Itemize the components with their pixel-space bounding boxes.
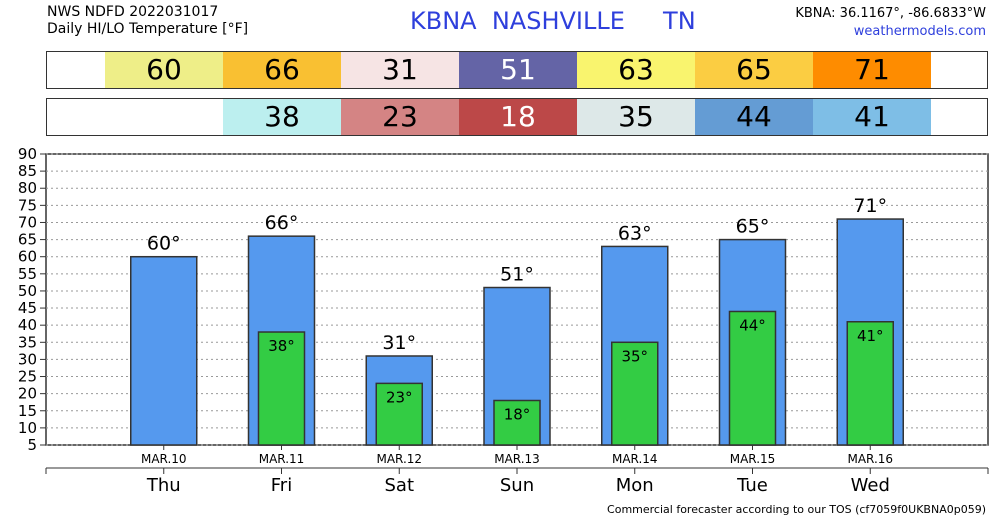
low-temp-cell: 18 (459, 99, 577, 135)
y-tick-label: 75 (18, 196, 37, 214)
low-temp-bar (375, 382, 423, 446)
low-temp-bar (728, 310, 777, 446)
low-temp-label: 18° (504, 405, 531, 423)
station-coordinates: KBNA: 36.1167°, -86.6833°W (795, 6, 986, 21)
high-temp-label: 63° (618, 222, 652, 244)
high-temp-label: 31° (382, 332, 416, 354)
low-temp-cell: 35 (577, 99, 695, 135)
high-temp-bar (130, 255, 198, 446)
footer-note: Commercial forecaster according to our T… (607, 503, 986, 516)
high-temp-cell: 63 (577, 52, 695, 88)
low-temp-cell: 38 (223, 99, 341, 135)
date-label: MAR.10 (141, 452, 187, 466)
y-tick-label: 15 (18, 402, 37, 420)
y-tick-label: 85 (18, 162, 37, 180)
low-temp-cell: 23 (341, 99, 459, 135)
y-tick-label: 65 (18, 231, 37, 249)
low-temp-cell (105, 99, 223, 135)
y-tick-label: 90 (18, 145, 37, 163)
date-label: MAR.13 (494, 452, 540, 466)
website-link[interactable]: weathermodels.com (853, 24, 986, 39)
date-label: MAR.15 (730, 452, 776, 466)
low-temp-bar (846, 321, 894, 446)
y-tick-label: 55 (18, 265, 37, 283)
y-tick-label: 35 (18, 333, 37, 351)
y-tick-label: 10 (18, 419, 37, 437)
day-label: Sat (384, 475, 414, 496)
day-label: Fri (271, 475, 292, 496)
high-temp-label: 66° (265, 212, 299, 234)
high-temp-cell: 71 (813, 52, 931, 88)
high-temp-label: 51° (500, 264, 534, 286)
high-temp-label: 65° (736, 216, 770, 238)
chart-subtitle: Daily HI/LO Temperature [°F] (47, 21, 249, 37)
product-line: NWS NDFD 2022031017 (47, 4, 219, 20)
y-tick-label: 30 (18, 350, 37, 368)
y-tick-label: 70 (18, 213, 37, 231)
high-temp-label: 60° (147, 233, 181, 255)
y-tick-label: 20 (18, 385, 37, 403)
low-temp-label: 41° (857, 327, 884, 345)
low-temperature-strip: 38 23 18 35 44 41 (46, 98, 988, 136)
low-temp-cell: 41 (813, 99, 931, 135)
y-tick-label: 40 (18, 316, 37, 334)
day-label: Mon (616, 475, 654, 496)
y-tick-label: 45 (18, 299, 37, 317)
low-temp-label: 38° (268, 337, 295, 355)
high-temp-cell: 51 (459, 52, 577, 88)
high-temp-cell: 31 (341, 52, 459, 88)
day-label: Tue (736, 475, 768, 496)
date-label: MAR.12 (376, 452, 422, 466)
station-title: KBNA NASHVILLE TN (410, 7, 696, 35)
day-label: Sun (500, 475, 534, 496)
high-temp-cell: 65 (695, 52, 813, 88)
high-temp-cell: 66 (223, 52, 341, 88)
high-temp-label: 71° (853, 195, 887, 217)
low-temp-bar (257, 331, 306, 446)
y-tick-label: 5 (27, 436, 37, 454)
high-temp-cell: 60 (105, 52, 223, 88)
day-label: Wed (851, 475, 890, 496)
low-temp-bar (493, 399, 541, 446)
y-tick-label: 25 (18, 368, 37, 386)
date-label: MAR.11 (259, 452, 305, 466)
low-temp-cell: 44 (695, 99, 813, 135)
low-temp-label: 44° (739, 316, 766, 334)
date-label: MAR.16 (847, 452, 893, 466)
day-label: Thu (146, 475, 181, 496)
low-temp-label: 35° (621, 347, 648, 365)
low-temp-label: 23° (386, 388, 413, 406)
high-temperature-strip: 60 66 31 51 63 65 71 (46, 51, 988, 89)
y-tick-label: 80 (18, 179, 37, 197)
y-tick-label: 60 (18, 248, 37, 266)
y-tick-label: 50 (18, 282, 37, 300)
date-label: MAR.14 (612, 452, 658, 466)
